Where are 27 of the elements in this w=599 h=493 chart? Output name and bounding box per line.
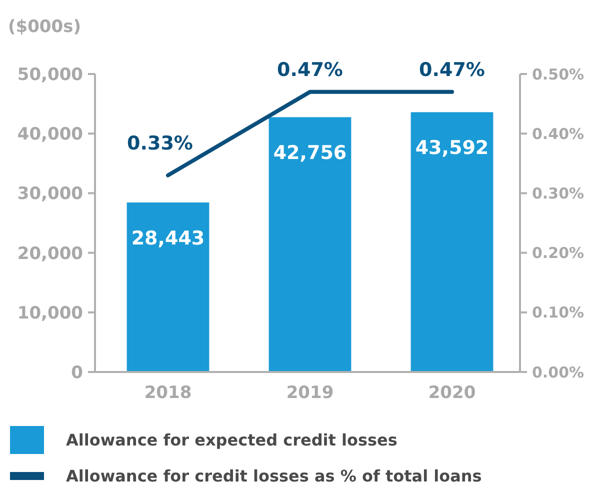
y2-tick-label: 0.00% — [532, 363, 584, 382]
y-tick-label: 50,000 — [17, 64, 84, 85]
y-tick-label: 30,000 — [17, 184, 84, 204]
y-axis-title: ($000s) — [8, 17, 81, 37]
x-tick-label: 2020 — [428, 383, 476, 403]
data-label: 42,756 — [273, 142, 347, 164]
data-label: 0.47% — [277, 58, 343, 81]
x-tick-label: 2018 — [144, 383, 192, 403]
data-label: 0.47% — [419, 58, 485, 81]
y-tick-label: 0 — [71, 362, 84, 383]
bar — [410, 112, 494, 372]
y-tick-label: 40,000 — [17, 124, 84, 145]
x-tick-label: 2019 — [286, 383, 334, 403]
y-tick-label: 20,000 — [17, 244, 84, 264]
bar — [268, 117, 352, 372]
data-label: 28,443 — [131, 227, 205, 250]
y-tick-label: 10,000 — [17, 303, 84, 324]
data-label: 0.33% — [127, 132, 193, 154]
bar — [126, 202, 210, 372]
y2-tick-label: 0.30% — [532, 184, 584, 202]
y2-tick-label: 0.20% — [532, 244, 584, 262]
legend-label: Allowance for expected credit losses — [66, 430, 398, 450]
y2-tick-label: 0.10% — [532, 304, 584, 322]
y2-tick-label: 0.40% — [532, 124, 584, 143]
legend-label: Allowance for credit losses as % of total loans — [66, 466, 482, 486]
y2-tick-label: 0.50% — [532, 65, 584, 84]
data-label: 43,592 — [415, 137, 489, 160]
